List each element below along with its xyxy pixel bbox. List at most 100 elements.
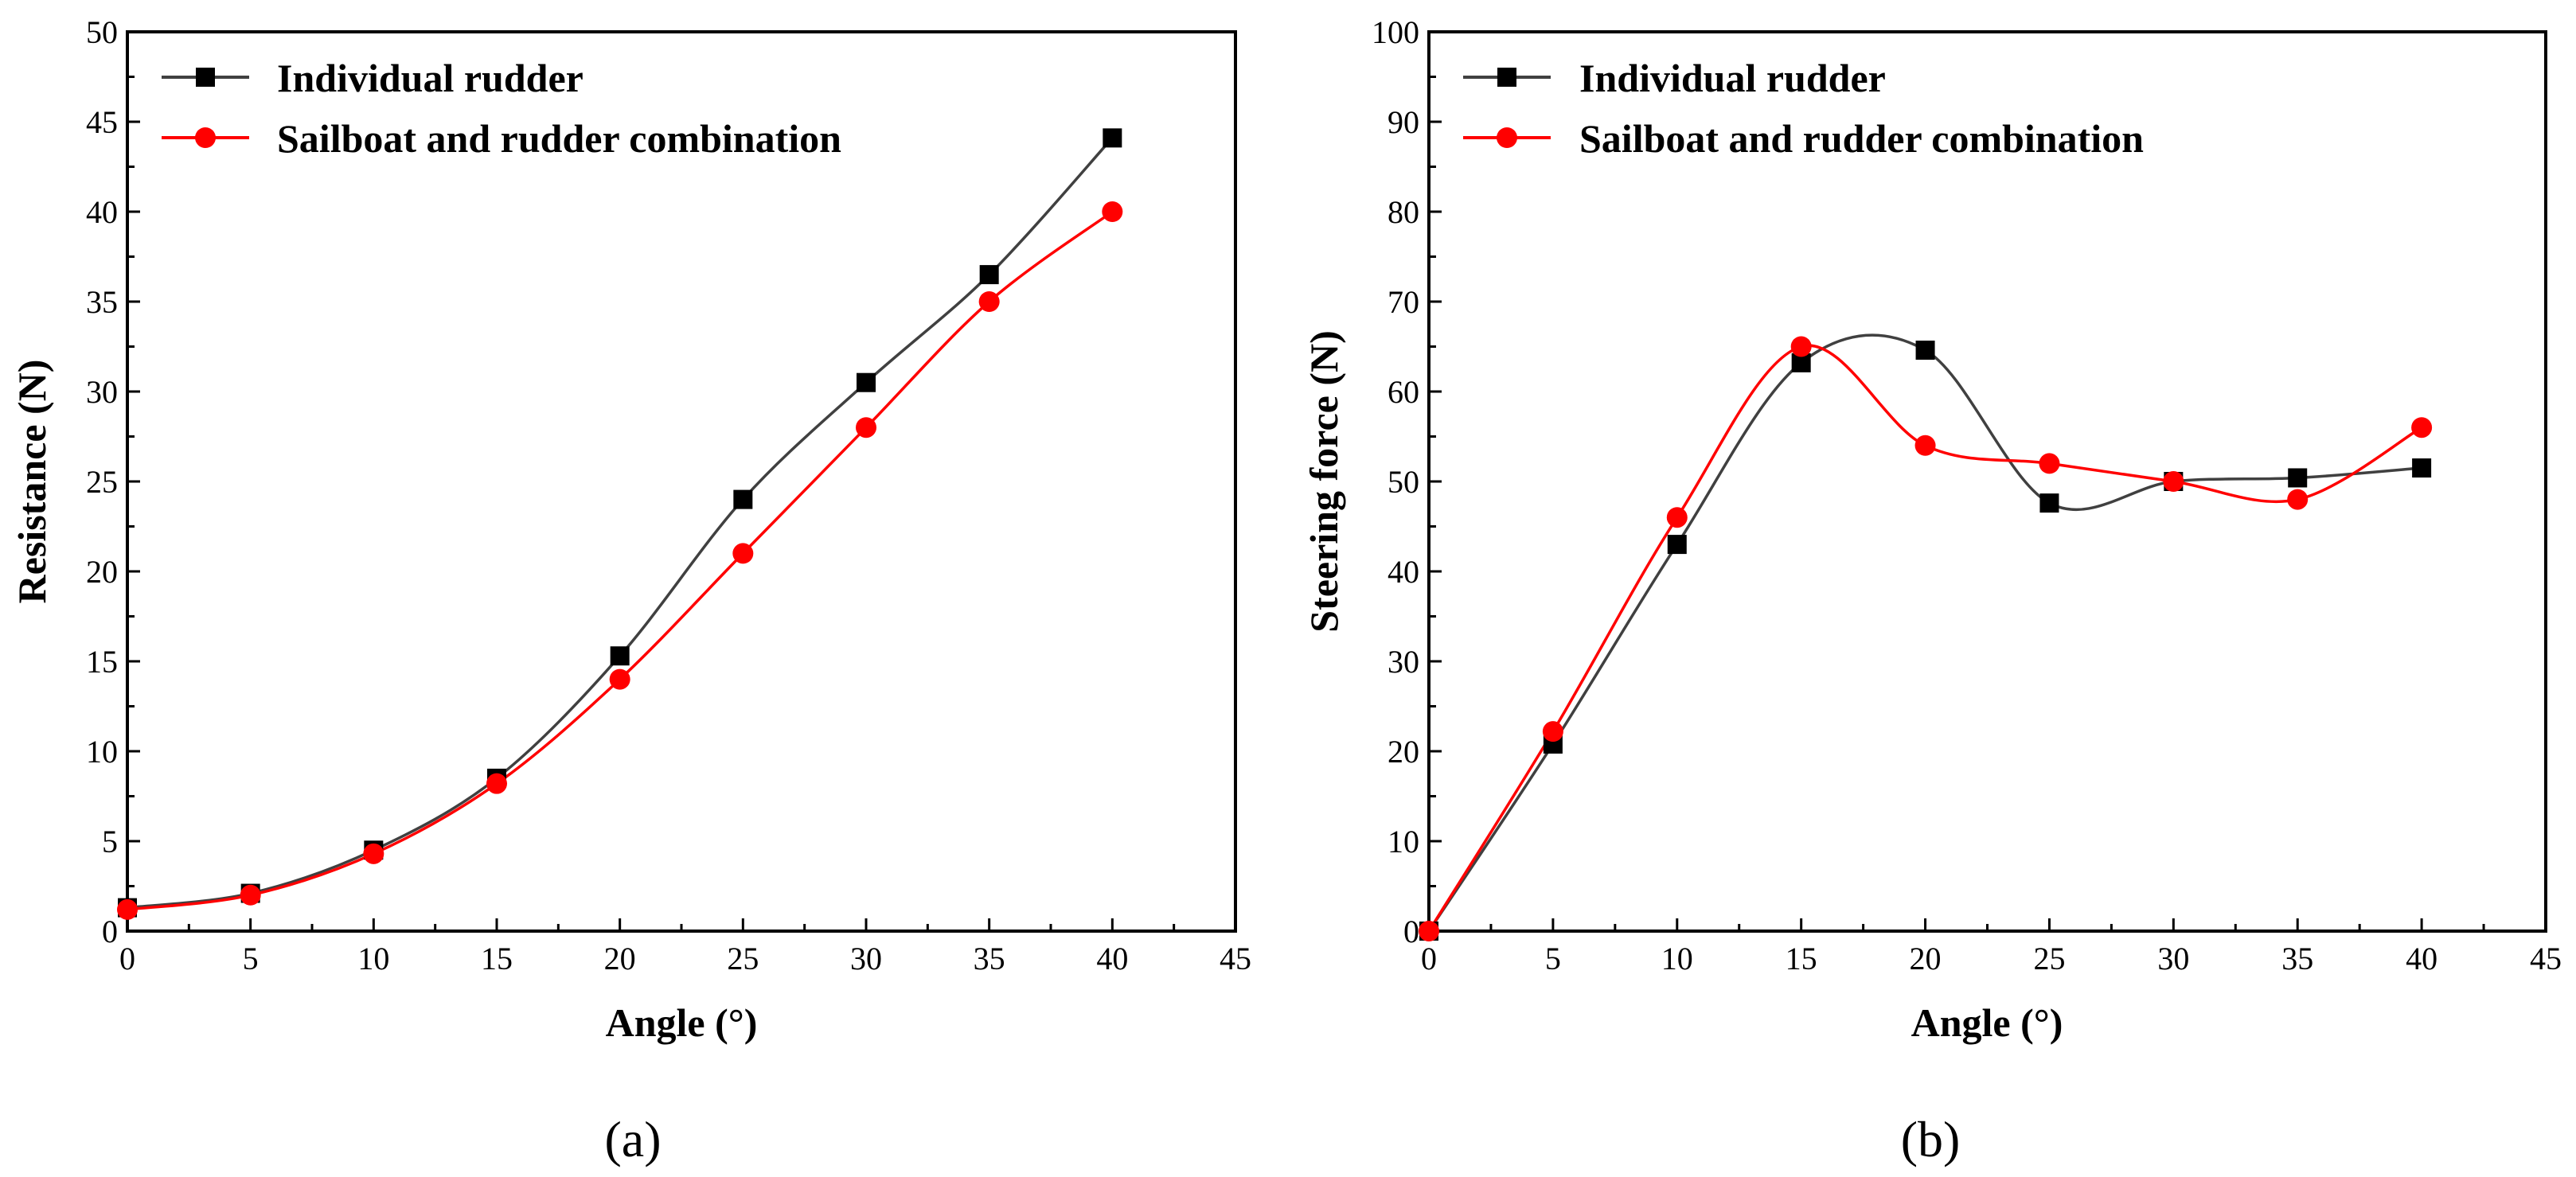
legend-b: Individual rudder Sailboat and rudder co… — [1463, 56, 2144, 161]
y-tick-label-a: 50 — [86, 14, 118, 50]
y-tick-label-a: 25 — [86, 464, 118, 500]
data-point-combination-b — [1419, 921, 1439, 941]
data-point-individual-rudder-b — [2039, 493, 2059, 513]
x-tick-label-a: 40 — [1096, 941, 1128, 976]
x-tick-label-b: 35 — [2281, 941, 2313, 976]
x-tick-label-b: 5 — [1545, 941, 1561, 976]
x-tick-label-a: 25 — [727, 941, 759, 976]
legend-label-combination-b: Sailboat and rudder combination — [1579, 116, 2144, 161]
y-tick-label-b: 80 — [1388, 194, 1419, 230]
data-point-combination-b — [1914, 435, 1936, 456]
data-point-combination-b — [1790, 336, 1812, 357]
y-tick-label-b: 10 — [1388, 824, 1419, 859]
y-tick-label-a: 10 — [86, 734, 118, 770]
y-axis-title-b: Steering force (N) — [1302, 330, 1346, 632]
legend-label-individual-rudder-a: Individual rudder — [277, 56, 584, 100]
legend-label-individual-rudder-b: Individual rudder — [1579, 56, 1886, 100]
x-tick-label-b: 20 — [1910, 941, 1942, 976]
x-tick-label-a: 20 — [604, 941, 636, 976]
legend-label-combination-a: Sailboat and rudder combination — [277, 116, 841, 161]
data-point-combination-b — [1666, 507, 1688, 528]
x-tick-label-b: 45 — [2530, 941, 2562, 976]
y-tick-label-a: 5 — [102, 824, 118, 859]
series-markers-a — [117, 128, 1123, 920]
data-point-individual-rudder-a — [1103, 128, 1122, 148]
data-point-combination-a — [856, 417, 876, 438]
x-tick-label-a: 35 — [974, 941, 1005, 976]
y-tick-label-a: 45 — [86, 104, 118, 140]
y-tick-label-b: 60 — [1388, 374, 1419, 410]
data-point-combination-b — [1542, 721, 1563, 742]
x-tick-label-b: 30 — [2157, 941, 2189, 976]
data-point-combination-a — [732, 543, 754, 564]
y-tick-label-b: 100 — [1372, 14, 1419, 50]
data-point-combination-a — [1102, 201, 1123, 222]
data-point-combination-a — [117, 898, 138, 920]
data-point-individual-rudder-a — [610, 646, 630, 666]
series-line-individual-rudder-b — [1427, 333, 2422, 932]
x-axis-title-a: Angle (°) — [606, 1000, 758, 1045]
plot-area-b — [1427, 30, 2547, 933]
x-tick-label-b: 10 — [1661, 941, 1693, 976]
plot-area-a — [126, 30, 1237, 933]
panel-label-b: (b) — [1901, 1111, 1961, 1167]
y-tick-label-b: 30 — [1388, 644, 1419, 680]
legend-marker-combination-b — [1497, 127, 1517, 148]
data-point-individual-rudder-a — [979, 265, 999, 285]
data-point-combination-b — [2039, 453, 2060, 474]
legend-a: Individual rudder Sailboat and rudder co… — [162, 56, 841, 161]
series-markers-b — [1419, 336, 2433, 941]
x-tick-label-a: 0 — [119, 941, 135, 976]
data-point-individual-rudder-b — [1915, 341, 1935, 361]
axis-ticks-b: 0 5 10 15 20 25 30 35 40 45 0 10 20 30 40 50 60 70 80 90 100 — [1372, 14, 2562, 976]
x-tick-label-b: 25 — [2033, 941, 2065, 976]
x-tick-label-a: 30 — [850, 941, 882, 976]
legend-marker-combination-a — [195, 127, 216, 148]
y-tick-label-b: 50 — [1388, 464, 1419, 500]
x-tick-label-a: 45 — [1220, 941, 1251, 976]
data-point-individual-rudder-b — [1667, 535, 1687, 555]
y-tick-label-a: 0 — [102, 914, 118, 949]
y-tick-label-a: 40 — [86, 194, 118, 230]
legend-marker-individual-rudder-b — [1497, 68, 1516, 87]
series-line-combination-a — [127, 210, 1114, 911]
y-tick-label-b: 70 — [1388, 284, 1419, 320]
axis-ticks-a: 0 5 10 15 20 25 30 35 40 45 0 5 10 15 20 25 30 35 40 45 50 — [86, 14, 1251, 976]
x-tick-label-b: 40 — [2406, 941, 2437, 976]
x-tick-label-a: 5 — [243, 941, 259, 976]
series-lines-a — [127, 137, 1114, 911]
data-point-combination-a — [363, 843, 384, 864]
data-point-individual-rudder-a — [733, 489, 753, 509]
y-tick-label-a: 20 — [86, 554, 118, 590]
x-axis-title-b: Angle (°) — [1911, 1000, 2063, 1045]
legend-marker-individual-rudder-a — [196, 68, 215, 87]
x-tick-label-a: 10 — [357, 941, 389, 976]
data-point-combination-a — [486, 773, 507, 794]
y-tick-label-b: 0 — [1403, 914, 1419, 949]
y-tick-label-a: 15 — [86, 644, 118, 680]
y-tick-label-b: 40 — [1388, 554, 1419, 590]
chart-panel-a: 0 5 10 15 20 25 30 35 40 45 0 5 10 15 20 25 30 35 40 45 50 A… — [10, 14, 1251, 1167]
series-line-combination-b — [1427, 344, 2422, 932]
data-point-combination-b — [2411, 417, 2433, 438]
data-point-combination-b — [2287, 489, 2309, 510]
x-tick-label-b: 0 — [1421, 941, 1437, 976]
data-point-combination-a — [609, 668, 630, 690]
x-tick-label-b: 15 — [1786, 941, 1817, 976]
panel-label-a: (a) — [604, 1111, 661, 1167]
data-point-individual-rudder-b — [2288, 468, 2308, 488]
series-lines-b — [1427, 333, 2422, 932]
y-tick-label-b: 20 — [1388, 734, 1419, 770]
data-point-combination-a — [240, 884, 261, 906]
data-point-combination-a — [978, 291, 1000, 312]
y-tick-label-a: 35 — [86, 284, 118, 320]
y-axis-title-a: Resistance (N) — [10, 360, 54, 604]
series-line-individual-rudder-a — [127, 137, 1114, 910]
data-point-combination-b — [2163, 471, 2184, 492]
data-point-individual-rudder-b — [2412, 458, 2432, 478]
y-tick-label-a: 30 — [86, 374, 118, 410]
y-tick-label-b: 90 — [1388, 104, 1419, 140]
data-point-individual-rudder-a — [857, 372, 876, 392]
chart-panel-b: 0 5 10 15 20 25 30 35 40 45 0 10 20 30 40 50 60 70 80 90 100… — [1302, 14, 2562, 1167]
